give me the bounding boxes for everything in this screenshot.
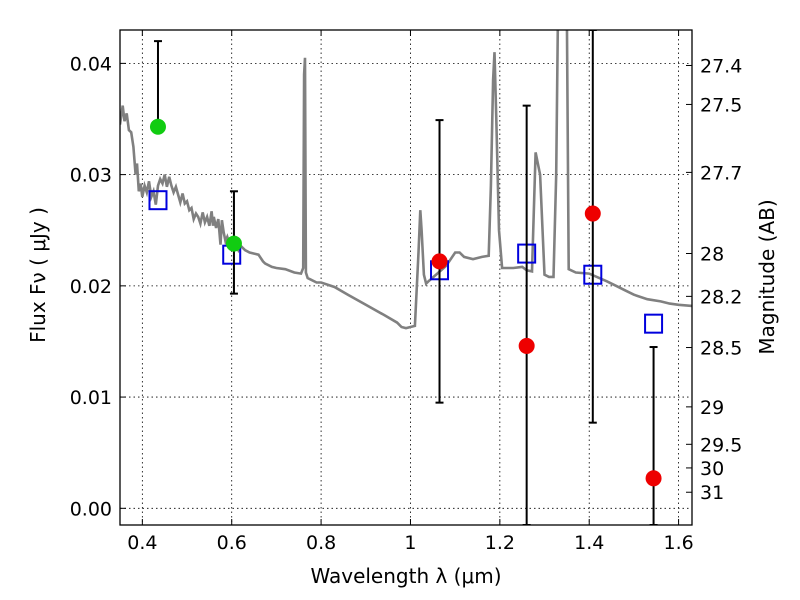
y2-axis-label: Magnitude (AB) (755, 199, 779, 354)
y2-tick-label: 27.5 (700, 94, 742, 116)
y-tick-label: 0.00 (70, 498, 112, 520)
model-spectrum-line (120, 30, 692, 330)
observed-nir-point (518, 337, 535, 354)
y2-tick-label: 29.5 (700, 434, 742, 456)
x-tick-label: 1.2 (485, 532, 515, 554)
observed-nir-point (645, 470, 662, 487)
model-photometry-point (644, 313, 664, 334)
axis-ticks: 0.4 0.6 0.8 1 1.2 1.4 1.6 0.00 0.01 0.02 0.03 0.04 2… (70, 30, 742, 554)
model-photometry-point (148, 190, 168, 211)
plot-frame (119, 29, 693, 526)
y2-tick-label: 30 (700, 458, 724, 480)
y-tick-label: 0.04 (70, 53, 112, 75)
data-marks (148, 30, 664, 525)
x-axis-label: Wavelength λ (μm) (310, 564, 501, 588)
x-tick-label: 0.6 (217, 532, 247, 554)
y-axis-label: Flux Fν ( μJy ) (26, 207, 50, 343)
observed-optical-point (149, 118, 166, 135)
y2-tick-label: 27.7 (700, 162, 742, 184)
y2-tick-label: 28.5 (700, 338, 742, 360)
y2-tick-label: 29 (700, 397, 724, 419)
y-tick-label: 0.01 (70, 387, 112, 409)
y2-tick-label: 31 (700, 482, 724, 504)
grid-lines (120, 30, 692, 525)
y2-tick-label: 28.2 (700, 286, 742, 308)
observed-nir-point (431, 253, 448, 270)
x-tick-label: 0.8 (306, 532, 336, 554)
x-tick-label: 1.4 (574, 532, 604, 554)
observed-optical-point (225, 235, 242, 252)
y-tick-label: 0.02 (70, 276, 112, 298)
y2-tick-label: 28 (700, 243, 724, 265)
x-tick-label: 0.4 (127, 532, 157, 554)
x-tick-label: 1.6 (663, 532, 693, 554)
y-tick-label: 0.03 (70, 165, 112, 187)
x-tick-label: 1 (404, 532, 416, 554)
y2-tick-label: 27.4 (700, 55, 742, 77)
observed-nir-point (584, 205, 601, 222)
